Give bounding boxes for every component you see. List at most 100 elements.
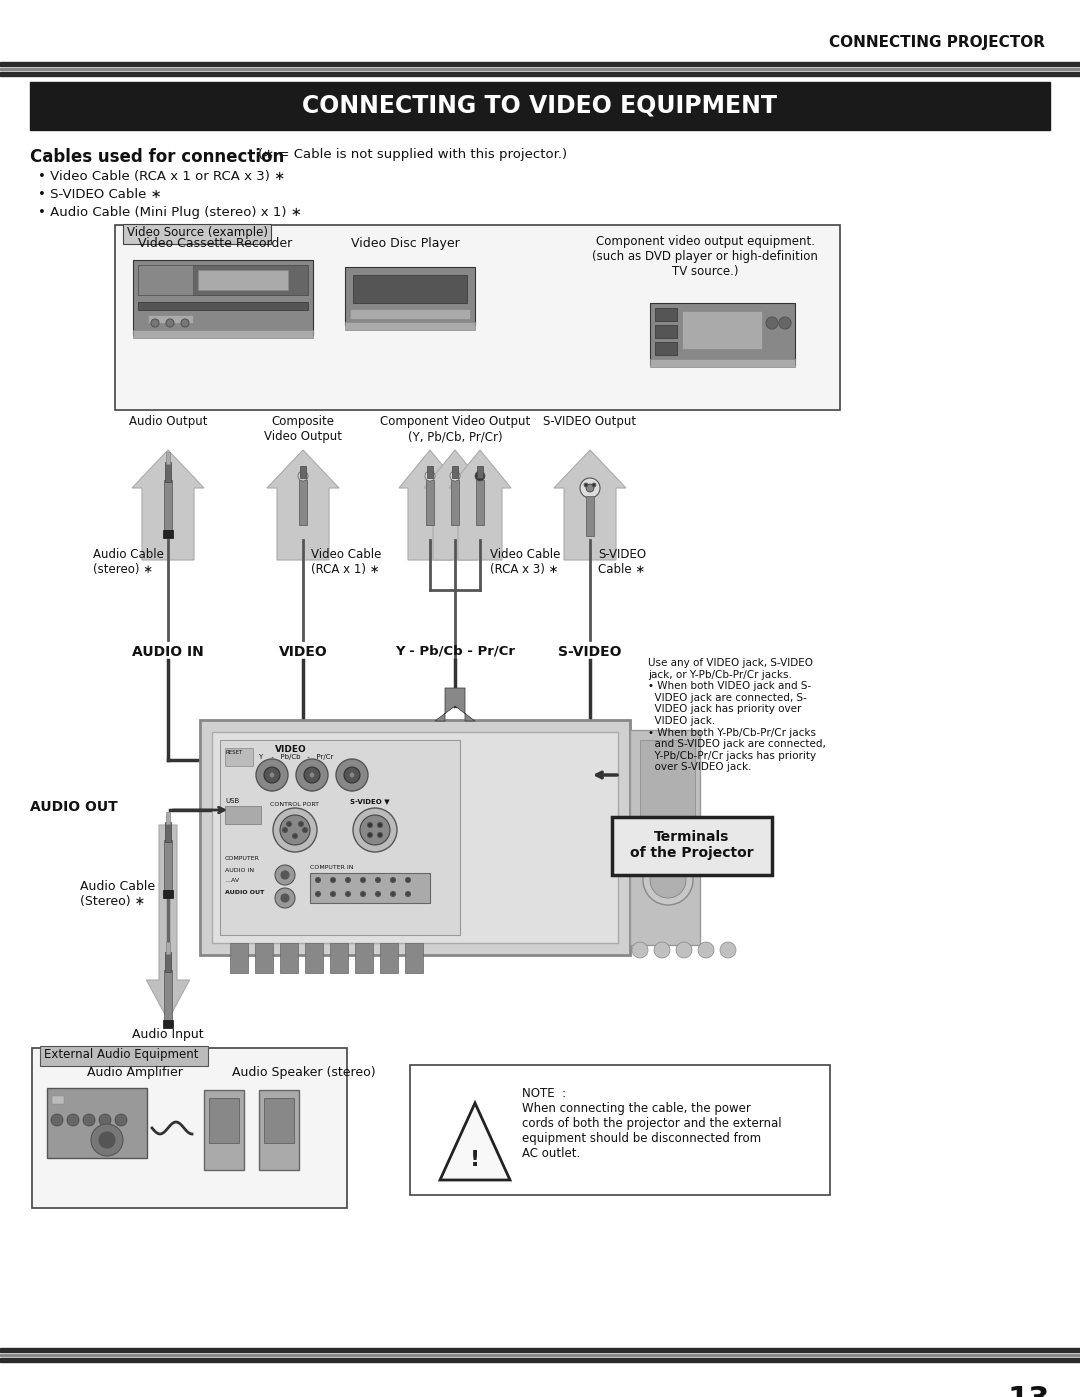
Circle shape <box>450 471 460 481</box>
Circle shape <box>264 767 280 782</box>
Bar <box>138 265 193 295</box>
Circle shape <box>391 877 395 883</box>
Circle shape <box>586 483 594 492</box>
Bar <box>198 270 288 291</box>
Bar <box>476 481 484 525</box>
Bar <box>300 467 306 478</box>
Text: Y - Pb/Cb - Pr/Cr: Y - Pb/Cb - Pr/Cr <box>395 645 515 658</box>
Bar <box>405 943 423 972</box>
Bar <box>133 330 313 338</box>
Circle shape <box>151 319 159 327</box>
Circle shape <box>99 1113 111 1126</box>
Bar <box>350 309 470 319</box>
Circle shape <box>376 891 380 897</box>
Bar <box>586 496 594 536</box>
Circle shape <box>367 823 373 827</box>
Bar <box>612 817 772 875</box>
Circle shape <box>361 891 365 897</box>
Text: NOTE  :
When connecting the cable, the power
cords of both the projector and the: NOTE : When connecting the cable, the po… <box>522 1087 782 1160</box>
Circle shape <box>698 942 714 958</box>
Bar <box>165 462 171 482</box>
Bar <box>0 73 1080 75</box>
Bar <box>345 321 475 330</box>
Text: External Audio Equipment: External Audio Equipment <box>44 1048 199 1060</box>
Polygon shape <box>267 450 339 560</box>
Bar <box>163 890 173 898</box>
Circle shape <box>114 1113 127 1126</box>
Bar <box>630 731 700 944</box>
Bar <box>410 1065 831 1194</box>
Circle shape <box>360 814 390 845</box>
Bar <box>225 806 261 824</box>
Polygon shape <box>132 450 204 560</box>
Circle shape <box>361 877 365 883</box>
Bar <box>0 1354 1080 1356</box>
Circle shape <box>315 877 321 883</box>
Bar <box>259 1090 299 1171</box>
Text: 13: 13 <box>1008 1384 1050 1397</box>
Text: S-VIDEO Output: S-VIDEO Output <box>543 415 636 427</box>
Circle shape <box>275 888 295 908</box>
Bar <box>30 82 1050 130</box>
Circle shape <box>273 807 318 852</box>
Bar <box>650 359 795 367</box>
Bar <box>225 747 253 766</box>
Text: Audio Cable
(stereo) ∗: Audio Cable (stereo) ∗ <box>93 548 164 576</box>
Bar <box>164 970 172 1020</box>
Circle shape <box>378 823 382 827</box>
Text: USB: USB <box>225 798 240 805</box>
Text: Video Disc Player: Video Disc Player <box>351 237 459 250</box>
Bar <box>163 529 173 538</box>
Circle shape <box>766 317 778 330</box>
Circle shape <box>293 834 297 838</box>
Bar <box>138 302 308 310</box>
Circle shape <box>643 855 693 905</box>
Text: Audio Input: Audio Input <box>132 1028 204 1041</box>
Polygon shape <box>424 450 486 560</box>
Bar <box>0 1358 1080 1362</box>
Circle shape <box>336 759 368 791</box>
Circle shape <box>281 870 289 879</box>
Bar <box>380 943 399 972</box>
Text: S-VIDEO ▼: S-VIDEO ▼ <box>350 798 390 805</box>
Text: Y    -   Pb/Cb   -   Pr/Cr: Y - Pb/Cb - Pr/Cr <box>258 754 334 760</box>
Text: ...AV: ...AV <box>225 877 239 883</box>
Text: Audio Cable
(Stereo) ∗: Audio Cable (Stereo) ∗ <box>80 880 156 908</box>
Text: S-VIDEO: S-VIDEO <box>558 645 622 659</box>
Bar <box>0 1348 1080 1352</box>
Polygon shape <box>554 450 626 560</box>
Text: VIDEO: VIDEO <box>279 645 327 659</box>
Text: Video Cable
(RCA x 1) ∗: Video Cable (RCA x 1) ∗ <box>311 548 381 576</box>
Circle shape <box>256 759 288 791</box>
Bar <box>166 453 170 464</box>
Circle shape <box>296 759 328 791</box>
Circle shape <box>181 319 189 327</box>
Bar <box>654 326 677 338</box>
Text: • Video Cable (RCA x 1 or RCA x 3) ∗: • Video Cable (RCA x 1 or RCA x 3) ∗ <box>38 170 285 183</box>
Bar <box>0 68 1080 70</box>
Circle shape <box>654 942 670 958</box>
Text: Component video output equipment.
(such as DVD player or high-definition
TV sour: Component video output equipment. (such … <box>592 235 818 278</box>
Text: Video Cassette Recorder: Video Cassette Recorder <box>138 237 292 250</box>
Bar <box>280 943 298 972</box>
Bar <box>426 481 434 525</box>
Text: • S-VIDEO Cable ∗: • S-VIDEO Cable ∗ <box>38 189 162 201</box>
Circle shape <box>298 821 303 827</box>
Text: CONNECTING TO VIDEO EQUIPMENT: CONNECTING TO VIDEO EQUIPMENT <box>302 94 778 117</box>
Bar <box>330 943 348 972</box>
Circle shape <box>302 827 308 833</box>
Text: AUDIO IN: AUDIO IN <box>132 645 204 659</box>
Bar <box>212 732 618 943</box>
Circle shape <box>51 1113 63 1126</box>
Text: Terminals
of the Projector: Terminals of the Projector <box>631 830 754 861</box>
Circle shape <box>286 821 292 827</box>
Bar <box>654 342 677 355</box>
Bar <box>210 1098 239 1143</box>
Circle shape <box>676 942 692 958</box>
Text: Audio Output: Audio Output <box>129 415 207 427</box>
Circle shape <box>650 862 686 898</box>
Bar <box>52 1097 64 1104</box>
Circle shape <box>309 773 315 778</box>
Text: COMPUTER IN: COMPUTER IN <box>310 865 353 870</box>
Circle shape <box>376 877 380 883</box>
